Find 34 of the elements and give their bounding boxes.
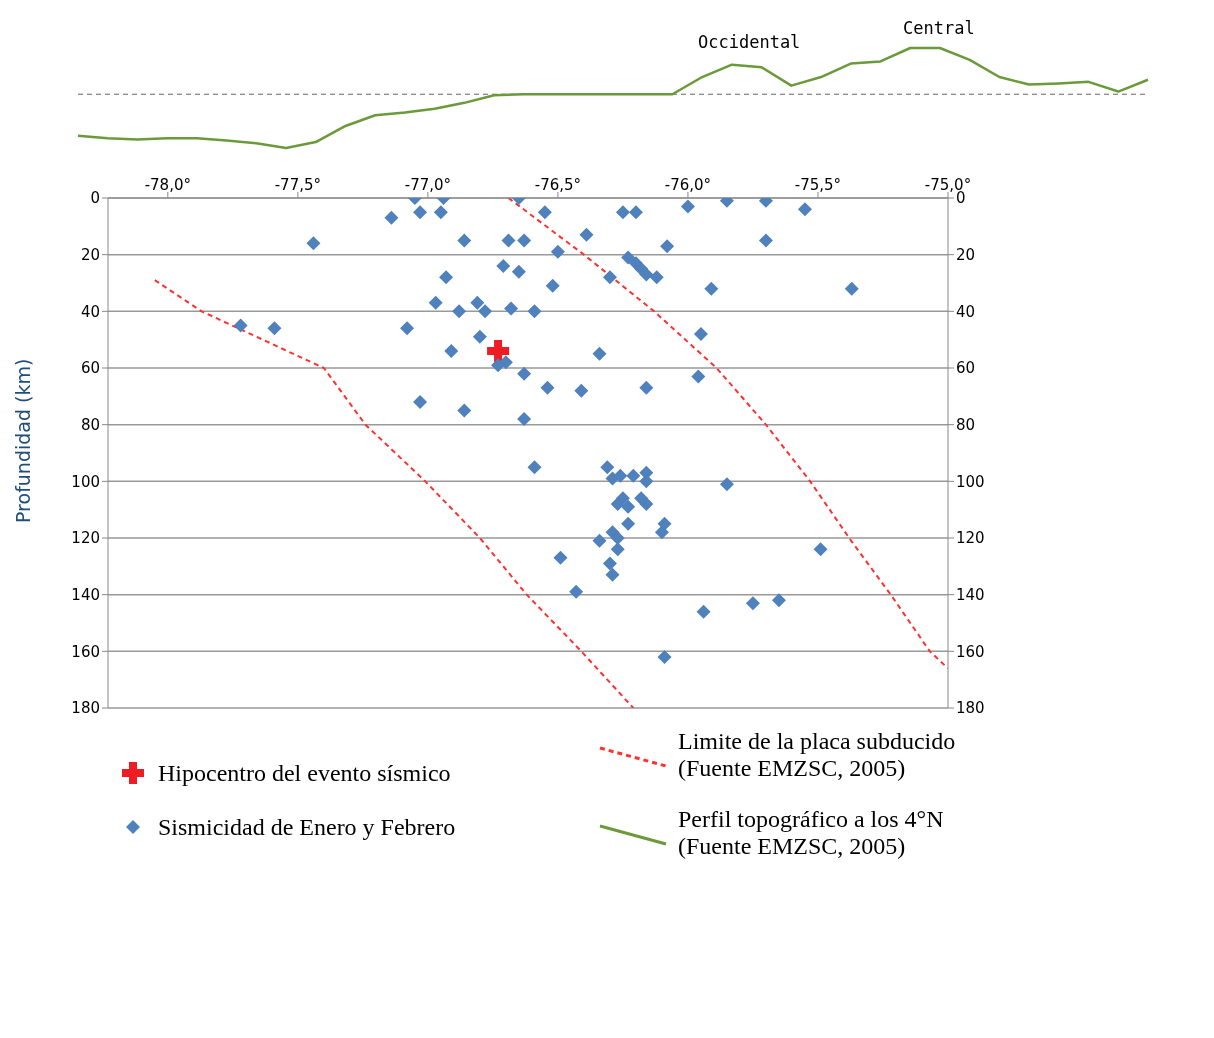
y-tick-label: 60 [80, 359, 100, 378]
y-tick-label: 140 [71, 585, 100, 604]
text: Central [903, 18, 975, 38]
y2-tick-label: 80 [956, 415, 976, 434]
y-tick-label: 20 [80, 245, 100, 264]
y2-tick-label: 40 [956, 302, 976, 321]
legend-label: Perfil topográfico a los 4°N (Fuente EMZSC, 2005) [678, 806, 945, 860]
y2-tick-label: 60 [956, 359, 976, 378]
y2-tick-label: 0 [956, 189, 966, 208]
x-tick-label: -75,5° [794, 176, 842, 194]
line-series [153, 279, 635, 708]
x-tick-label: -76,0° [664, 176, 712, 194]
y-tick-label: 100 [71, 472, 100, 491]
y-tick-label: 80 [80, 415, 100, 434]
legend-label: Sismicidad de Enero y Febrero [158, 813, 457, 841]
y2-tick-label: 100 [956, 472, 985, 491]
y-tick-label: 180 [71, 699, 100, 718]
x-tick-label: -78,0° [144, 176, 191, 194]
y2-tick-label: 180 [956, 699, 985, 718]
y2-tick-label: 140 [956, 585, 985, 604]
x-tick-label: -77,0° [404, 176, 452, 194]
y-tick-label: 120 [71, 529, 100, 548]
legend-label: Limite de la placa subducido (Fuente EMZSC, 2005) [678, 728, 957, 782]
annotation: Occidental [698, 32, 801, 52]
y2-tick-label: 160 [956, 642, 985, 661]
y-tick-label: 0 [90, 189, 100, 208]
y2-tick-label: 120 [956, 529, 985, 548]
y-axis-title: Profundidad (km) [11, 358, 34, 523]
y-tick-label: 40 [80, 302, 100, 321]
y2-tick-label: 20 [956, 245, 976, 264]
legend-label: Hipocentro del evento sísmico [158, 759, 452, 787]
x-tick-label: -77,5° [274, 176, 321, 194]
x-tick-label: -76,5° [534, 176, 582, 194]
y-tick-label: 160 [71, 642, 100, 661]
